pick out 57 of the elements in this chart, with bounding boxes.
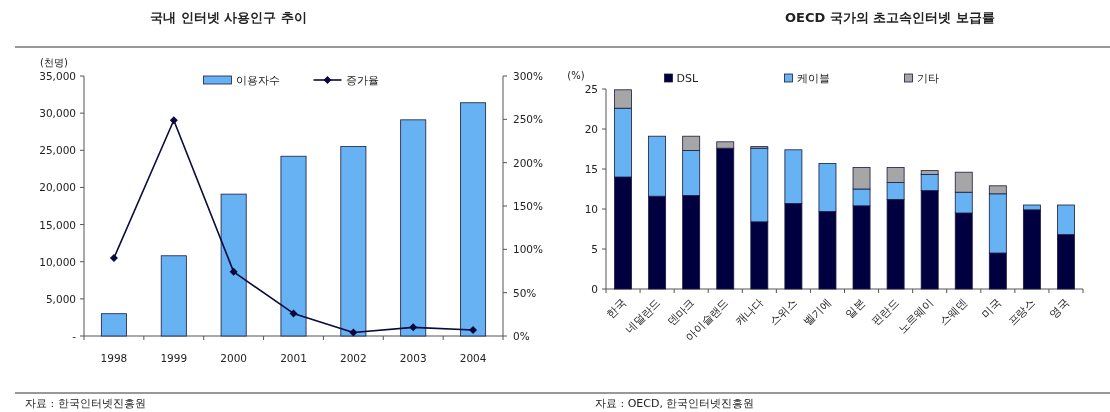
y-tick-label: 35,000	[39, 70, 76, 82]
point	[469, 325, 478, 334]
bar	[280, 155, 307, 337]
y-tick-label: 15	[584, 163, 598, 175]
point	[409, 323, 418, 332]
x-tick-label: 2004	[459, 352, 487, 364]
x-tick-label: 2002	[339, 352, 367, 364]
y2-tick-label: 200%	[513, 156, 544, 169]
y-tick-label: -	[72, 330, 77, 342]
x-tick-label: 1998	[100, 352, 128, 364]
point	[289, 309, 298, 318]
bar	[460, 102, 487, 337]
x-tick-label: 영국	[1047, 295, 1073, 321]
point	[109, 254, 118, 262]
chart-title: 국내 인터넷 사용인구 추이	[150, 10, 307, 25]
chart-title: OECD 국가의 초고속인터넷 보급률	[785, 10, 995, 25]
y-tick-label: 5	[591, 243, 598, 255]
point	[229, 267, 238, 276]
x-tick-label: 2001	[280, 352, 307, 364]
y-tick-label: 0	[591, 283, 598, 295]
x-tick-label: 1999	[160, 352, 188, 364]
legend-label: 이용자수	[235, 74, 280, 87]
legend-label: 케이블	[796, 72, 830, 85]
x-tick-label: 일본	[842, 295, 868, 321]
y-axis-title: (천명)	[40, 57, 68, 68]
point	[169, 116, 178, 125]
y-tick-label: 25	[584, 83, 598, 95]
legend-label: 기타	[916, 72, 939, 85]
legend-label: DSL	[676, 72, 699, 85]
bar	[400, 119, 427, 337]
point	[349, 328, 358, 337]
y2-tick-label: 0%	[513, 330, 530, 342]
y2-tick-label: 300%	[513, 70, 544, 82]
bar	[220, 193, 247, 337]
y-tick-label: 25,000	[39, 144, 76, 157]
y2-tick-label: 150%	[513, 200, 544, 212]
text: 자료 : OECD, 한국인터넷진흥원	[595, 397, 755, 410]
y-tick-label: 20,000	[39, 181, 76, 194]
y-tick-label: 10	[584, 203, 598, 215]
y2-tick-label: 250%	[513, 113, 544, 126]
bar	[160, 255, 187, 337]
x-tick-label: 2000	[220, 352, 248, 364]
y-tick-label: 20	[584, 123, 598, 135]
y-axis-title: (%)	[567, 70, 585, 81]
legend-label: 증가율	[345, 74, 379, 87]
bar	[340, 146, 367, 337]
x-tick-label: 미국	[979, 295, 1004, 321]
text: 자료 : 한국인터넷진흥원	[25, 397, 146, 410]
y-tick-label: 10,000	[39, 255, 76, 268]
y-tick-label: 5,000	[45, 292, 76, 305]
bar	[100, 313, 127, 337]
y2-tick-label: 50%	[513, 286, 537, 299]
y-tick-label: 30,000	[39, 107, 76, 120]
x-tick-label: 한국	[604, 295, 630, 321]
y-tick-label: 15,000	[39, 218, 76, 231]
x-tick-label: 2003	[399, 352, 427, 364]
y2-tick-label: 100%	[513, 243, 544, 256]
